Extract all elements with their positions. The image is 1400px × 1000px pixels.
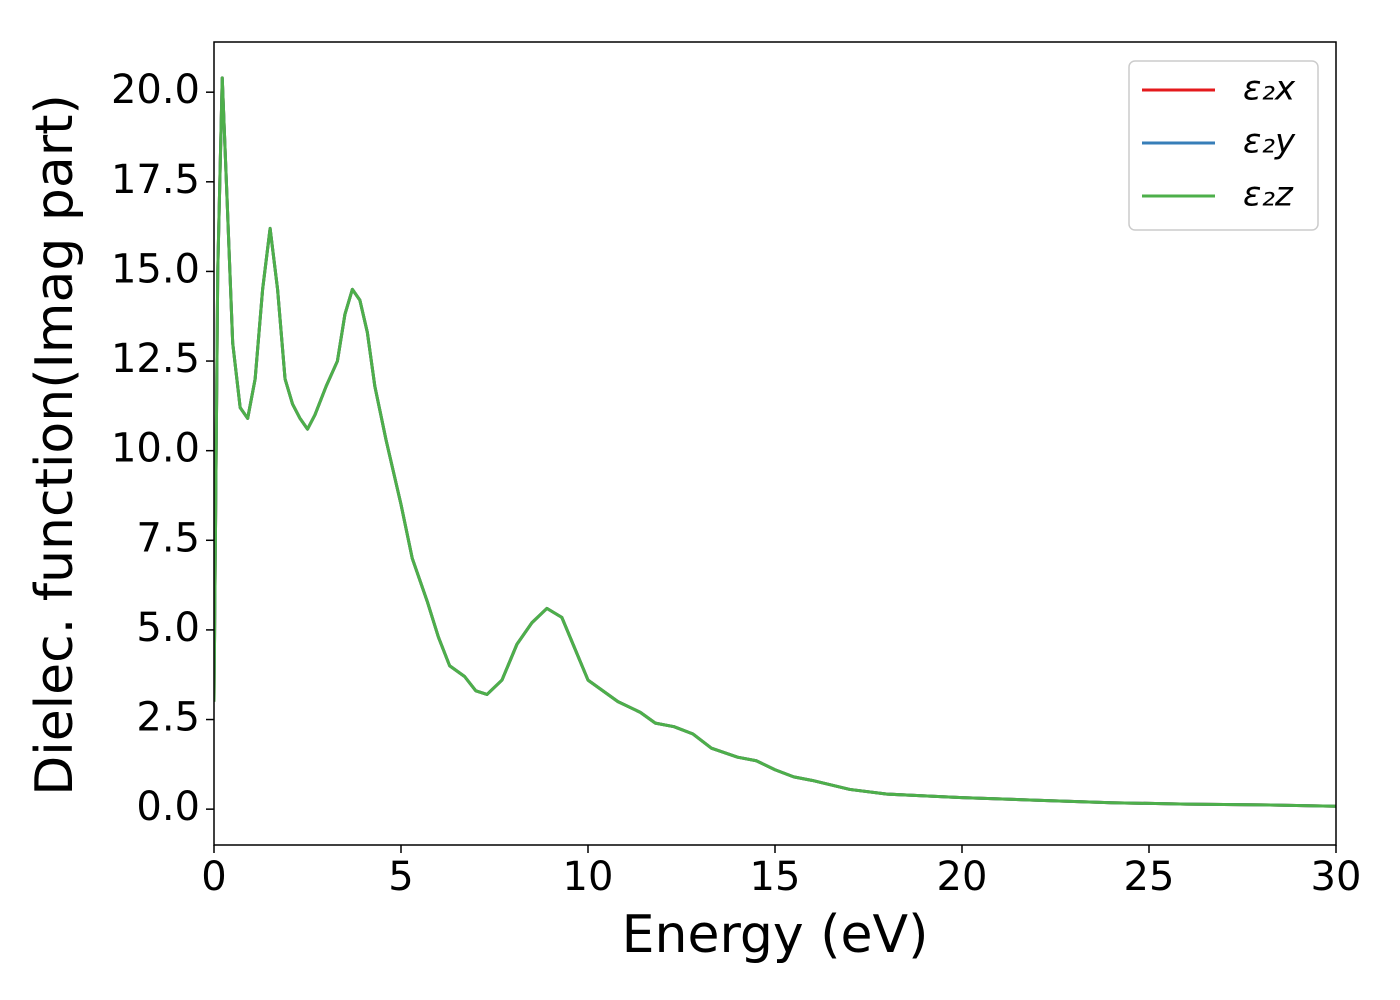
legend-label: ε₂z (1243, 175, 1294, 215)
x-axis-label: Energy (eV) (622, 905, 929, 965)
x-tick-label: 10 (563, 854, 614, 900)
y-tick-label: 7.5 (136, 515, 200, 561)
y-tick-label: 0.0 (136, 784, 200, 830)
x-tick-label: 0 (201, 854, 226, 900)
data-line (214, 76, 1336, 808)
y-axis-label: Dielec. function(Imag part) (25, 94, 85, 796)
y-tick-label: 17.5 (111, 157, 200, 203)
legend-box (1128, 60, 1319, 231)
x-tick-label: 30 (1311, 854, 1362, 900)
x-tick-label: 15 (750, 854, 801, 900)
legend-label: ε₂y (1243, 122, 1296, 162)
plot-frame (213, 41, 1337, 846)
x-tick-label: 25 (1124, 854, 1175, 900)
y-tick-label: 10.0 (111, 426, 200, 472)
y-tick-label: 15.0 (111, 246, 200, 292)
y-tick-label: 5.0 (136, 605, 200, 651)
y-tick-label: 20.0 (111, 67, 200, 113)
y-tick-label: 2.5 (136, 695, 200, 741)
y-tick-label: 12.5 (111, 336, 200, 382)
x-tick-label: 5 (388, 854, 413, 900)
legend-label: ε₂x (1243, 69, 1296, 109)
x-tick-label: 20 (937, 854, 988, 900)
